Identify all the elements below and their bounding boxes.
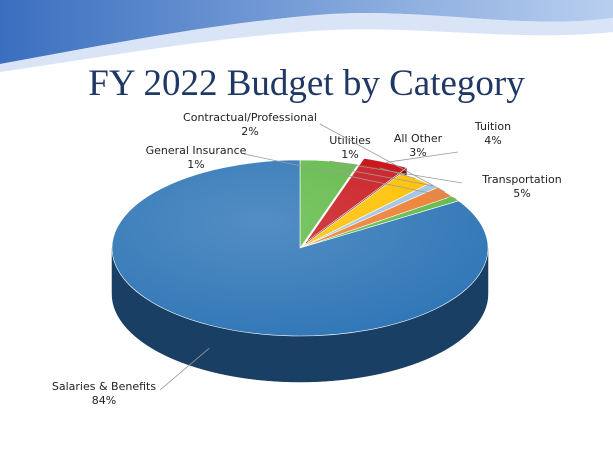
pie-plot-area xyxy=(111,158,489,383)
slice-label-name: Tuition xyxy=(474,120,511,133)
leader-line xyxy=(243,153,456,199)
header-wave-decoration xyxy=(0,0,613,73)
leader-line xyxy=(379,167,416,179)
slice-label-value: 3% xyxy=(409,146,426,159)
slice-label-value: 2% xyxy=(241,125,258,138)
header-wave-band xyxy=(0,0,613,64)
slice-label-name: General Insurance xyxy=(146,144,247,157)
pie-top-sheen xyxy=(112,160,488,336)
slice-label-name: Salaries & Benefits xyxy=(52,380,156,393)
slice-label-value: 1% xyxy=(187,158,204,171)
slice-label-name: All Other xyxy=(394,132,443,145)
header-wave-highlight xyxy=(0,12,613,73)
slice-label-value: 4% xyxy=(484,134,501,147)
slice-label-value: 1% xyxy=(341,148,358,161)
slice-label-value: 5% xyxy=(513,187,530,200)
leader-line xyxy=(319,123,446,193)
leader-line xyxy=(159,347,210,391)
slice-label-name: Transportation xyxy=(481,173,561,186)
leader-line xyxy=(336,167,434,187)
leader-line xyxy=(329,160,463,184)
leader-line xyxy=(385,151,459,163)
slice-label-value: 84% xyxy=(92,394,116,407)
slide-title: FY 2022 Budget by Category xyxy=(88,63,525,104)
slice-label-name: Contractual/Professional xyxy=(183,111,317,124)
